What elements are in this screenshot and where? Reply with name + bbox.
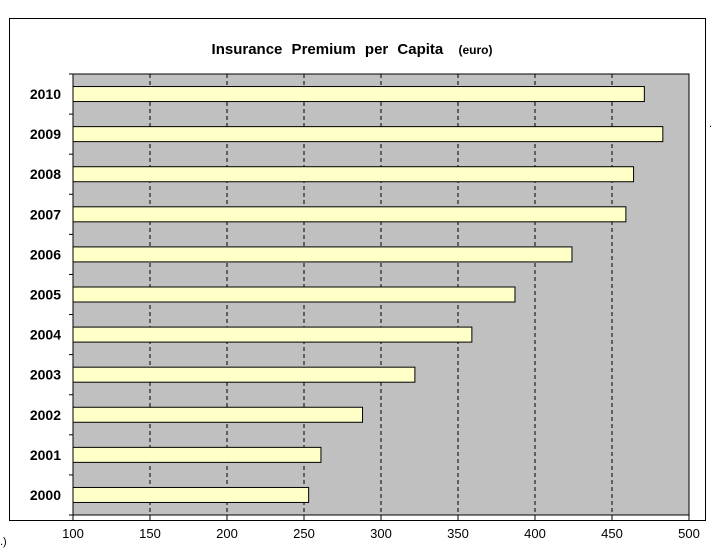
bar-2003 (72, 366, 416, 383)
y-tick-label-2001: 2001 (30, 447, 61, 463)
x-tick-label-400: 400 (524, 526, 546, 541)
x-tick-labels: 100 150 200 250 300 350 400 450 500 (62, 526, 700, 541)
chart-title-unit: (euro) (458, 43, 492, 57)
y-tick-label-2007: 2007 (30, 206, 61, 222)
bar-2001 (72, 446, 322, 463)
y-tick-label-2005: 2005 (30, 287, 61, 303)
bar-2007 (72, 206, 627, 223)
y-tick-label-2009: 2009 (30, 126, 61, 142)
edge-fragment-right: . (709, 118, 713, 130)
bar-2008 (72, 166, 635, 183)
bar-2004 (72, 326, 473, 343)
bar-2000 (72, 486, 310, 503)
edge-fragment-bottom-left: .) (0, 536, 7, 548)
bar-2005 (72, 286, 516, 303)
x-tick-label-350: 350 (447, 526, 469, 541)
y-tick-label-2003: 2003 (30, 367, 61, 383)
x-tick-label-100: 100 (62, 526, 84, 541)
y-tick-label-2004: 2004 (30, 327, 61, 343)
x-tick-label-250: 250 (293, 526, 315, 541)
x-tick-label-500: 500 (678, 526, 700, 541)
y-tick-label-2008: 2008 (30, 166, 61, 182)
chart-title: Insurance Premium per Capita (euro) (212, 41, 493, 58)
x-tick-label-450: 450 (601, 526, 623, 541)
y-tick-label-2000: 2000 (30, 487, 61, 503)
x-tick-label-150: 150 (139, 526, 161, 541)
bar-2006 (72, 246, 573, 263)
bar-2009 (72, 126, 664, 143)
bar-2002 (72, 406, 364, 423)
x-tick-label-200: 200 (216, 526, 238, 541)
y-tick-label-2006: 2006 (30, 246, 61, 262)
bars (72, 86, 664, 503)
x-tick-label-300: 300 (370, 526, 392, 541)
bar-2010 (72, 86, 645, 103)
chart-title-main: Insurance Premium per Capita (212, 41, 444, 58)
y-tick-labels: 2010 2009 2008 2007 2006 2005 2004 2003 2002 2001… (30, 86, 61, 503)
y-tick-label-2010: 2010 (30, 86, 61, 102)
y-tick-label-2002: 2002 (30, 407, 61, 423)
